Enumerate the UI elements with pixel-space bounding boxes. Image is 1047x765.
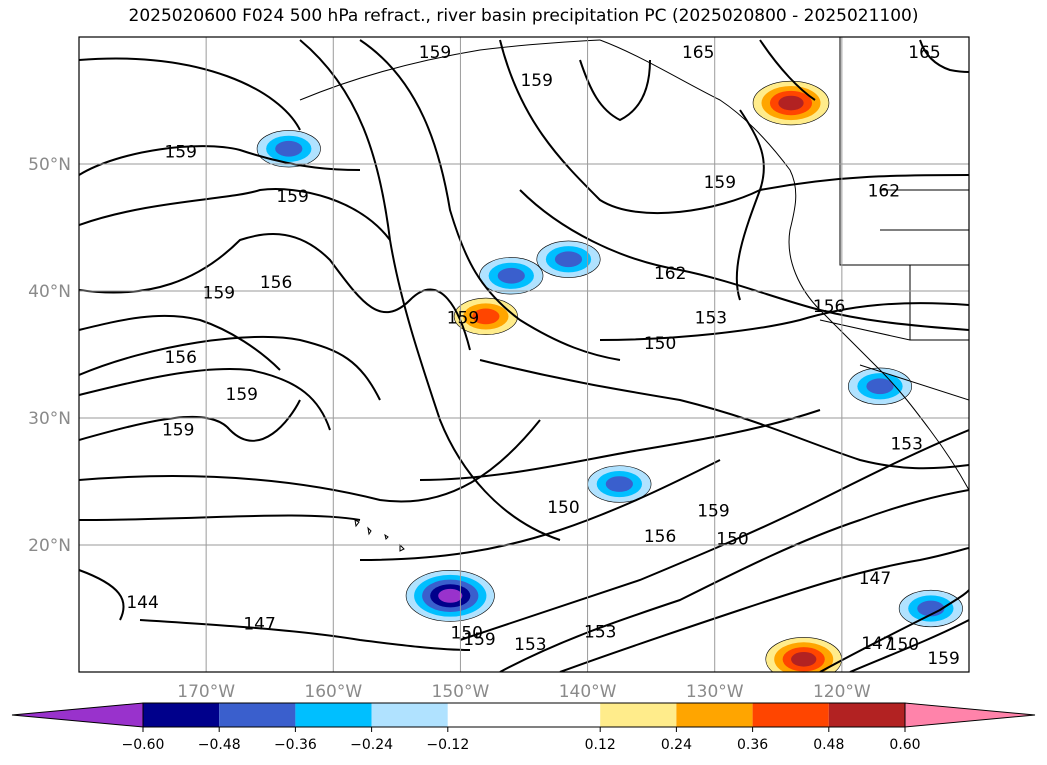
pc-anomaly-patch: [898, 589, 963, 628]
pc-anomaly-patch: [536, 240, 601, 278]
pc-anomaly-patch: [479, 257, 544, 295]
lon-tick-label: 160°W: [304, 682, 362, 702]
contour-label: 153: [695, 309, 727, 329]
contour-label: 144: [126, 593, 158, 613]
pc-anomaly-patch: [256, 130, 321, 168]
contour-label: 162: [868, 182, 900, 202]
contour-label: 150: [451, 624, 483, 644]
pc-anomaly-patch: [453, 297, 518, 336]
colorbar-frame: [142, 702, 906, 728]
colorbar-tick-label: −0.12: [426, 737, 469, 753]
contour-label: 165: [682, 43, 714, 63]
colorbar-segment: [828, 703, 905, 727]
contour-label: 153: [514, 635, 546, 655]
pc-anomaly-patch: [847, 367, 913, 405]
height-contours: [79, 39, 969, 672]
colorbar-tick-label: 0.12: [585, 737, 616, 753]
colorbar-tick-label: −0.60: [122, 737, 165, 753]
colorbar-segment: [295, 703, 372, 727]
colorbar-tick-label: 0.24: [661, 737, 692, 753]
contour-label: 159: [419, 43, 451, 63]
contour-label: 159: [927, 649, 959, 669]
contour-label: 159: [520, 71, 552, 91]
contour-label: 153: [584, 622, 616, 642]
lon-tick-label: 140°W: [559, 682, 617, 702]
contour-label: 156: [813, 297, 845, 317]
contour-label: 153: [890, 434, 922, 454]
colorbar-segment: [752, 703, 829, 727]
pc-anomaly-patch: [587, 465, 652, 503]
colorbar-segment: [676, 703, 753, 727]
colorbar-segment: [447, 703, 601, 727]
contour-label: 147: [243, 615, 275, 635]
colorbar-segment: [600, 703, 677, 727]
lat-tick-label: 20°N: [28, 536, 71, 556]
colorbar-tick-label: −0.24: [350, 737, 393, 753]
lon-tick-label: 150°W: [432, 682, 490, 702]
contour-label: 156: [644, 527, 676, 547]
colorbar-tick-label: 0.36: [737, 737, 768, 753]
contour-label: 159: [164, 142, 196, 162]
contour-label: 147: [859, 569, 891, 589]
lat-tick-label: 40°N: [28, 282, 71, 302]
contour-label: 165: [908, 43, 940, 63]
contour-label: 162: [654, 264, 686, 284]
colorbar-tick-label: 0.60: [889, 737, 920, 753]
lat-tick-label: 50°N: [28, 155, 71, 175]
contour-label: 150: [887, 635, 919, 655]
pc-anomaly-patch: [405, 569, 495, 622]
chart-title: 2025020600 F024 500 hPa refract., river …: [128, 6, 919, 26]
contour-label: 147: [861, 634, 893, 654]
lat-lon-grid: [79, 37, 969, 672]
contour-label: 159: [463, 630, 495, 650]
colorbar-tick-label: 0.48: [813, 737, 844, 753]
colorbar-segment: [219, 703, 296, 727]
lon-tick-label: 170°W: [177, 682, 235, 702]
contour-label: 156: [164, 348, 196, 368]
contour-label: 150: [547, 498, 579, 518]
contour-label: 156: [260, 273, 292, 293]
colorbar-extend-max: [904, 702, 1036, 728]
map-frame: [78, 36, 970, 673]
contour-label: 159: [704, 173, 736, 193]
contour-label: 159: [276, 187, 308, 207]
contour-label: 159: [203, 283, 235, 303]
contour-label: 150: [716, 530, 748, 550]
colorbar-extend-min: [11, 702, 144, 728]
contour-label: 159: [697, 502, 729, 522]
lon-tick-label: 120°W: [813, 682, 871, 702]
pc-anomaly-patch: [765, 637, 842, 672]
colorbar-segment: [143, 703, 220, 727]
contour-label: 159: [162, 420, 194, 440]
contour-label: 150: [644, 334, 676, 354]
lon-tick-label: 130°W: [686, 682, 744, 702]
contour-label: 159: [447, 309, 479, 329]
contour-label: 159: [226, 385, 258, 405]
colorbar-tick-label: −0.48: [198, 737, 241, 753]
lat-tick-label: 30°N: [28, 409, 71, 429]
pc-anomaly-patch: [752, 80, 830, 126]
colorbar-segment: [371, 703, 448, 727]
colorbar-tick-label: −0.36: [274, 737, 317, 753]
